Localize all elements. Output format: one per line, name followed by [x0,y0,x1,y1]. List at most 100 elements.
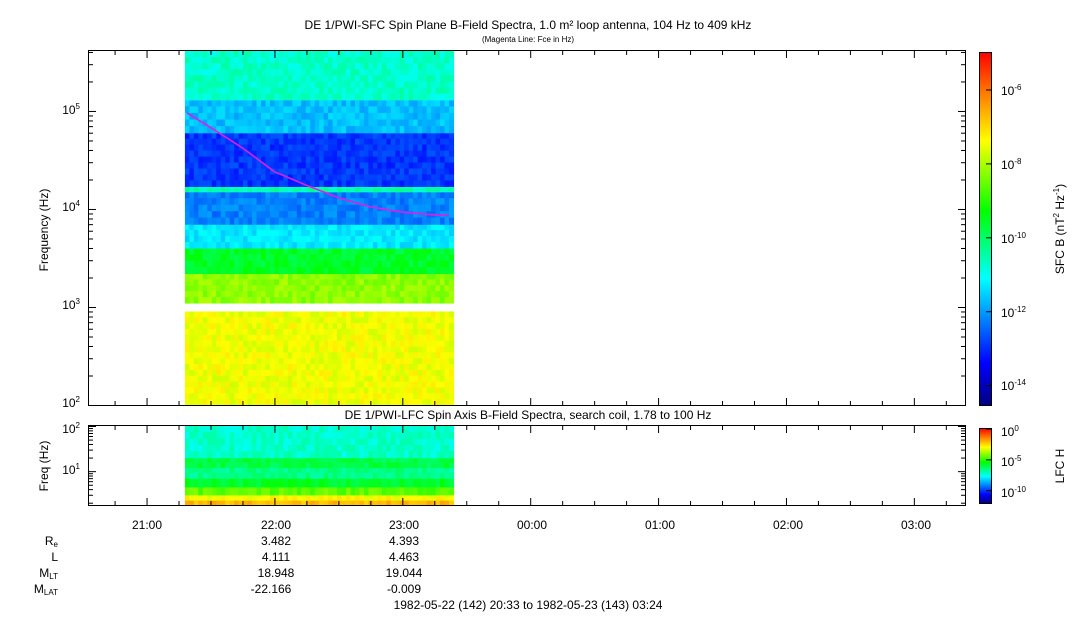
spectrogram-cell [346,375,352,383]
spectrogram-cell [278,204,284,212]
spectrogram-cell [399,87,405,95]
spectrogram-cell [252,472,258,479]
spectrogram-cell [319,156,325,164]
spectrogram-cell [207,317,213,324]
spectrogram-cell [216,138,222,146]
spectrogram-cell [261,472,267,479]
spectrogram-cell [372,323,378,330]
spectrogram-cell [225,93,231,101]
spectrogram-cell [301,267,307,275]
spectrogram-cell [386,150,392,158]
spectrogram-cell [296,393,302,400]
spectrogram-cell [256,273,262,280]
spectrogram-cell [319,75,325,83]
spectrogram-cell [225,346,231,353]
spectrogram-cell [377,267,383,275]
spectrogram-cell [310,317,316,324]
spectrogram-cell [408,317,414,324]
spectrogram-cell [314,174,320,182]
spectrogram-cell [413,323,419,330]
spectrogram-cell [234,69,240,76]
spectrogram-cell [444,311,450,318]
spectrogram-cell [193,273,199,280]
spectrogram-cell [395,112,401,121]
spectrogram-cell [323,132,329,140]
spectrogram-cell [292,381,298,389]
spectrogram-cell [359,126,365,134]
spectrogram-cell [220,462,226,469]
spectrogram-cell [413,451,419,459]
spectrogram-cell [426,451,432,459]
spectrogram-cell [422,81,428,89]
spectrogram-cell [238,486,244,496]
spectrogram-cell [269,211,276,219]
spectrogram-cell [247,334,253,342]
spectrogram-cell [341,273,347,280]
spectrogram-cell [448,119,455,127]
spectrogram-cell [337,358,343,365]
spectrogram-cell [323,438,329,446]
spectrogram-cell [305,180,311,187]
spectrogram-cell [238,426,244,433]
spectrogram-cell [417,186,423,193]
spectrogram-cell [359,112,365,121]
spectrogram-cell [274,334,280,342]
spectrogram-cell [310,285,316,292]
spectrogram-cell [328,224,334,231]
spectrogram-cell [305,93,311,101]
spectrogram-cell [368,340,374,348]
spectrogram-cell [274,230,280,237]
spectrogram-cell [332,346,338,353]
spectrogram-cell [426,438,432,446]
spectrogram-cell [386,317,392,324]
spectrogram-cell [261,69,267,76]
spectrogram-cell [278,168,284,176]
spectrogram-cell [256,364,262,371]
spectrogram-cell [243,75,249,83]
spectrogram-cell [243,57,249,64]
spectrogram-cell [426,174,432,182]
spectrogram-cell [368,75,374,83]
spectrogram-cell [274,191,280,199]
spectrogram-cell [408,204,414,212]
spectrogram-cell [229,399,235,406]
spectrogram-cell [417,144,423,152]
spectrogram-cell [265,329,271,336]
spectrogram-cell [216,211,222,219]
spectrogram-cell [247,358,253,365]
spectrogram-cell [368,162,374,170]
spectrogram-cell [435,230,441,237]
spectrogram-cell [198,174,204,182]
spectrogram-cell [426,106,432,114]
spectrogram-cell [422,444,428,452]
spectrogram-cell [341,106,347,114]
spectrogram-cell [337,119,343,127]
spectrogram-cell [399,119,405,127]
spectrogram-cell [363,399,370,406]
spectrogram-cell [261,57,267,64]
spectrogram-cell [310,186,316,193]
spectrogram-cell [355,168,361,176]
spectrogram-cell [368,444,374,452]
spectrogram-cell [225,358,231,365]
spectrogram-cell [363,267,370,275]
spectrogram-cell [247,224,253,231]
spectrogram-cell [274,457,280,464]
spectrogram-cell [310,438,316,446]
spectrogram-cell [448,346,455,353]
spectrogram-cell [435,75,441,83]
spectrogram-cell [395,81,401,89]
spectrogram-cell [314,426,320,433]
spectrogram-cell [319,224,325,231]
spectrogram-cell [323,375,329,383]
spectrogram-cell [296,93,302,101]
spectrogram-cell [287,387,293,394]
spectrogram-cell [435,381,441,389]
spectrogram-cell [314,273,320,280]
spectrogram-cell [252,57,258,64]
spectrogram-cell [265,138,271,146]
spectrogram-cell [363,329,370,336]
spectrogram-cell [287,323,293,330]
spectrogram-cell [220,186,226,193]
spectrogram-cell [238,236,244,243]
